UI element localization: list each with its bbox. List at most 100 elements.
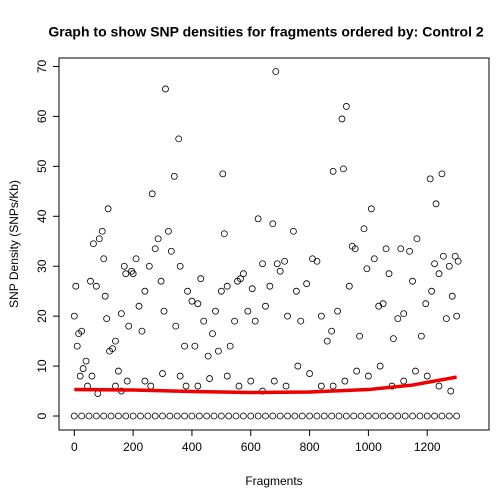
point: [220, 230, 228, 238]
point: [423, 372, 431, 380]
point: [78, 412, 86, 420]
point: [78, 327, 86, 335]
point: [181, 412, 188, 420]
point: [375, 302, 383, 310]
point: [237, 275, 244, 283]
point: [223, 372, 231, 380]
point: [123, 377, 131, 385]
point: [219, 170, 227, 178]
point: [306, 370, 313, 377]
point: [259, 260, 266, 268]
point: [387, 412, 394, 420]
point: [413, 235, 421, 243]
point: [225, 412, 233, 420]
point: [231, 317, 238, 325]
point: [188, 412, 196, 420]
point: [426, 175, 434, 183]
point: [172, 322, 180, 330]
point: [135, 302, 143, 310]
point: [151, 245, 159, 253]
y-tick-label: 70: [35, 59, 49, 73]
point: [125, 322, 133, 330]
point: [353, 367, 361, 375]
point: [270, 377, 278, 385]
point: [101, 292, 109, 300]
point: [170, 172, 178, 180]
point: [109, 345, 116, 353]
point: [394, 412, 402, 420]
point: [440, 252, 447, 260]
point: [129, 270, 137, 278]
point: [92, 412, 100, 420]
point: [122, 412, 130, 420]
point: [191, 342, 199, 350]
point: [400, 310, 408, 318]
point: [184, 287, 191, 295]
point: [82, 357, 90, 365]
point: [291, 412, 299, 420]
point: [428, 287, 436, 295]
point: [103, 315, 111, 323]
point: [435, 382, 443, 390]
point: [365, 412, 372, 420]
point: [409, 277, 416, 285]
y-tick-label: 20: [35, 309, 49, 323]
point: [141, 377, 149, 385]
point: [269, 412, 277, 420]
point: [317, 312, 325, 320]
point: [138, 327, 146, 335]
point: [95, 235, 103, 243]
point: [176, 372, 184, 380]
point: [281, 257, 288, 265]
point: [212, 307, 219, 315]
point: [400, 377, 408, 385]
point: [217, 287, 225, 295]
point: [329, 167, 337, 175]
point: [445, 262, 453, 270]
point: [157, 277, 165, 285]
point: [120, 262, 128, 270]
point: [240, 412, 247, 420]
point: [217, 412, 225, 420]
point: [350, 412, 358, 420]
point: [438, 170, 446, 178]
point: [290, 227, 297, 235]
y-tick-label: 40: [35, 209, 49, 223]
point: [145, 262, 153, 270]
point: [209, 330, 216, 338]
point: [104, 205, 112, 213]
point: [100, 412, 108, 420]
point: [401, 412, 409, 420]
point: [85, 412, 93, 420]
point: [360, 225, 368, 233]
point: [345, 282, 353, 290]
x-tick-label: 800: [300, 440, 320, 454]
point: [147, 382, 155, 390]
point: [328, 327, 336, 335]
x-tick-label: 400: [182, 440, 202, 454]
point: [416, 412, 424, 420]
point: [175, 135, 183, 143]
point: [340, 165, 347, 173]
x-tick-label: 200: [123, 440, 143, 454]
point: [181, 342, 188, 350]
point: [365, 372, 372, 380]
point: [100, 255, 108, 263]
point: [70, 312, 78, 320]
x-tick-label: 1000: [355, 440, 382, 454]
point: [298, 412, 306, 420]
point: [188, 297, 196, 305]
point: [379, 412, 387, 420]
point: [438, 412, 446, 420]
point: [328, 412, 336, 420]
point: [435, 270, 443, 278]
point: [370, 255, 378, 263]
point: [412, 367, 419, 375]
point: [394, 315, 402, 323]
point: [432, 200, 440, 208]
point: [313, 412, 321, 420]
point: [76, 372, 84, 380]
point: [195, 412, 203, 420]
point: [284, 412, 291, 420]
